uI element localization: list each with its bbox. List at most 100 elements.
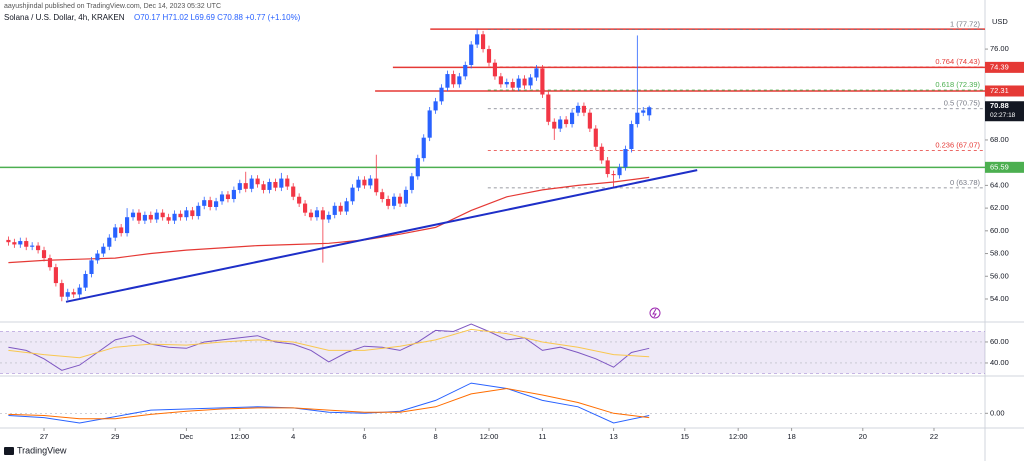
candle-body (516, 78, 521, 88)
candle-body (617, 167, 622, 176)
candle-body (113, 227, 118, 238)
indicator-line (8, 328, 650, 359)
candle-body (178, 213, 183, 218)
candle-body (463, 64, 468, 77)
candle-body (130, 212, 136, 218)
candle-body (291, 186, 296, 197)
candle-body (510, 82, 515, 88)
candle-body (285, 178, 290, 187)
x-tick-label: 13 (609, 432, 617, 441)
candle-body (403, 189, 409, 204)
fib-label: 1 (77.72) (950, 20, 981, 29)
countdown: 02:27:18 (990, 112, 1016, 119)
x-tick-label: 12:00 (480, 432, 499, 441)
candle-body (237, 183, 242, 190)
candle-body (249, 178, 254, 189)
candle-body (397, 196, 403, 204)
candle-body (89, 260, 94, 274)
candle-body (569, 112, 575, 125)
moving-average (8, 176, 650, 264)
candle-body (338, 205, 343, 212)
candle-body (552, 121, 557, 129)
trendline (65, 169, 698, 303)
fib-label: 0.764 (74.43) (935, 57, 980, 66)
candle-body (599, 146, 604, 161)
candle-body (546, 94, 551, 122)
price-tag (985, 85, 1024, 97)
candle-body (445, 74, 450, 88)
candle-body (641, 110, 646, 113)
candle-body (297, 196, 302, 204)
candle-body (534, 68, 539, 78)
candle-body (332, 205, 337, 215)
candle-body (255, 178, 260, 185)
y-tick-label: 68.00 (990, 135, 1009, 144)
alert-icon (649, 307, 661, 319)
candle-body (575, 105, 581, 113)
candle-body (439, 87, 444, 102)
candle-body (24, 241, 29, 247)
candle-body (593, 128, 598, 147)
candle-body (469, 44, 474, 65)
chart-title: Solana / U.S. Dollar, 4h, KRAKEN (4, 13, 125, 22)
x-tick-label: 12:00 (729, 432, 748, 441)
candle-body (504, 82, 509, 85)
candle-body (65, 292, 70, 297)
candle-body (125, 217, 130, 234)
candle-body (77, 287, 82, 295)
candle-body (107, 237, 112, 247)
candle-body (344, 201, 349, 212)
candle-body (18, 241, 23, 245)
candle-body (314, 210, 320, 218)
candle-body (635, 112, 640, 125)
fib-label: 0 (63.78) (950, 178, 981, 187)
candle-body (172, 213, 177, 221)
candle-body (587, 112, 592, 129)
candle-body (196, 205, 201, 217)
y-tick-label: 54.00 (990, 294, 1009, 303)
candle-body (142, 214, 147, 221)
price-tag (985, 61, 1024, 73)
candle-body (219, 194, 225, 202)
candle-body (136, 212, 142, 221)
y-tick-label: 60.00 (990, 337, 1009, 346)
candle-body (83, 273, 88, 288)
price-tag-label: 72.31 (990, 86, 1009, 95)
fib-label: 0.618 (72.39) (935, 80, 980, 89)
candle-body (647, 107, 652, 116)
candle-body (59, 283, 64, 297)
x-tick-label: Dec (180, 432, 194, 441)
ohlc: O70.17 H71.02 L69.69 C70.88 +0.77 (+1.10… (134, 13, 301, 22)
candle-body (308, 212, 314, 218)
candle-body (391, 196, 397, 206)
candle-body (267, 181, 272, 190)
x-tick-label: 6 (362, 432, 366, 441)
y-tick-label: 40.00 (990, 358, 1009, 367)
candle-body (386, 199, 391, 206)
candle-body (326, 214, 331, 220)
candle-body (320, 210, 325, 220)
candle-body (243, 183, 248, 189)
candle-body (273, 181, 278, 188)
attribution: aayushjindal published on TradingView.co… (4, 3, 221, 10)
candle-body (214, 201, 219, 207)
candle-body (427, 110, 432, 138)
candle-body (368, 178, 373, 186)
candle-body (629, 124, 634, 150)
candle-body (433, 101, 438, 111)
candle-body (415, 158, 420, 177)
candle-body (409, 176, 414, 190)
candle-body (119, 227, 124, 234)
price-tag-label: 74.39 (990, 62, 1009, 71)
x-tick-label: 12:00 (230, 432, 249, 441)
fib-label: 0.5 (70.75) (944, 99, 981, 108)
candle-body (231, 189, 236, 200)
x-tick-label: 18 (787, 432, 795, 441)
candle-body (564, 119, 569, 125)
candle-body (261, 184, 266, 190)
candle-body (623, 149, 628, 168)
x-tick-label: 8 (434, 432, 438, 441)
y-tick-label: 64.00 (990, 180, 1009, 189)
current-price: 70.88 (990, 101, 1009, 110)
